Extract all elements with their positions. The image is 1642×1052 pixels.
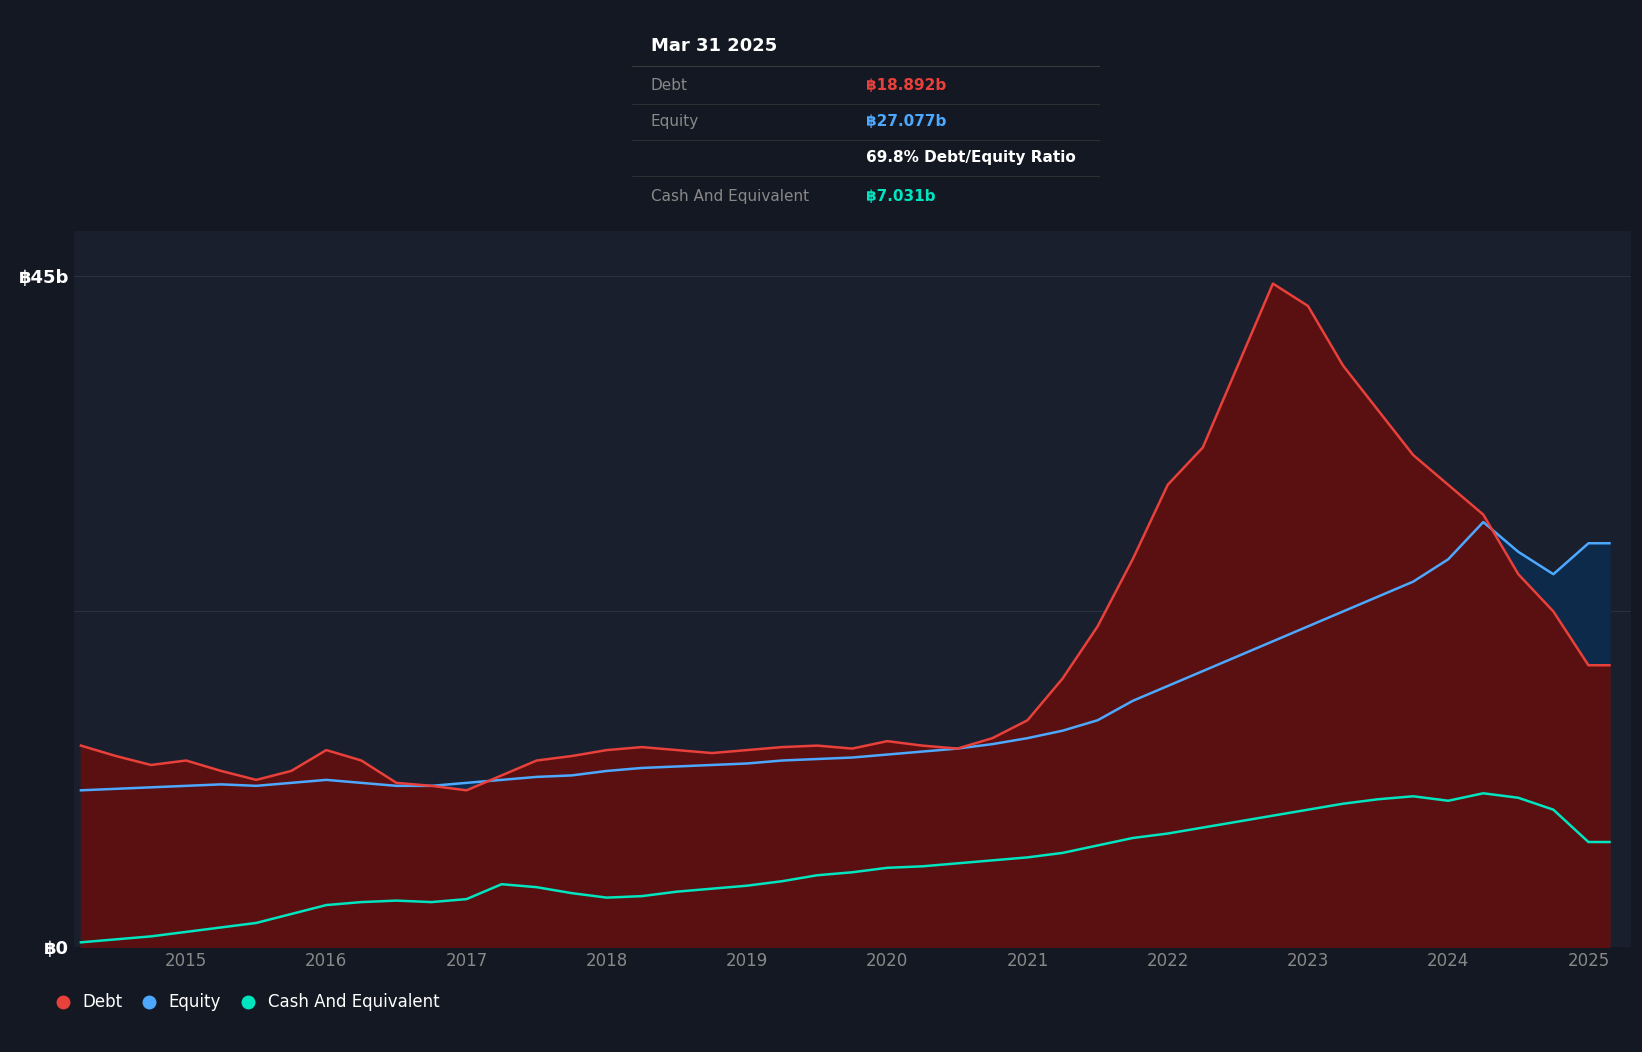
Text: Cash And Equivalent: Cash And Equivalent	[268, 993, 440, 1011]
Text: ฿7.031b: ฿7.031b	[867, 189, 936, 204]
Text: Debt: Debt	[650, 78, 688, 94]
Text: Equity: Equity	[650, 114, 699, 129]
Text: Debt: Debt	[82, 993, 123, 1011]
Text: Mar 31 2025: Mar 31 2025	[650, 38, 777, 56]
Text: Cash And Equivalent: Cash And Equivalent	[650, 189, 810, 204]
Text: ฿27.077b: ฿27.077b	[867, 114, 946, 129]
Text: ฿18.892b: ฿18.892b	[867, 78, 946, 94]
Text: Equity: Equity	[169, 993, 220, 1011]
Text: 69.8% Debt/Equity Ratio: 69.8% Debt/Equity Ratio	[867, 150, 1076, 165]
